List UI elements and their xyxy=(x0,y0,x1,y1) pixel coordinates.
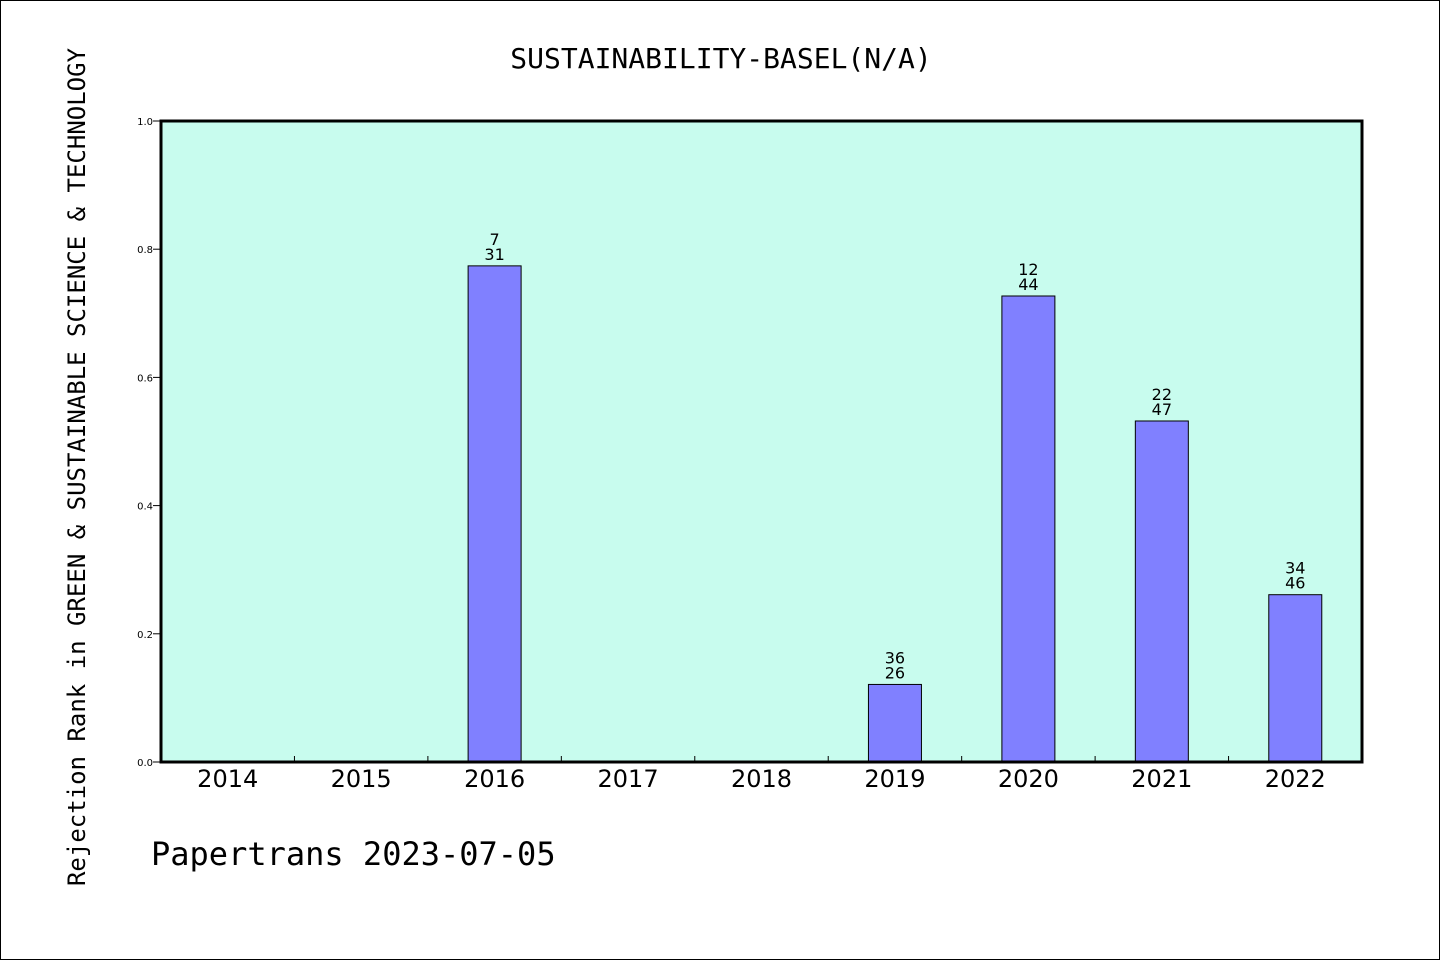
data-label-top: 36 xyxy=(885,648,905,667)
x-tick-label: 2014 xyxy=(197,765,258,793)
x-tick-label: 2021 xyxy=(1131,765,1192,793)
plot-border xyxy=(159,119,1364,764)
footer-text: Papertrans 2023-07-05 xyxy=(151,835,556,873)
bar-2021 xyxy=(1134,420,1189,763)
y-axis-ticks: 0.0 0.2 0.4 0.6 0.8 1.0 xyxy=(137,117,161,769)
data-label-bottom: 47 xyxy=(1152,400,1172,419)
y-tick-label: 0.6 xyxy=(137,373,153,384)
x-tick-label: 2022 xyxy=(1265,765,1326,793)
y-axis-label: Rejection Rank in GREEN & SUSTAINABLE SC… xyxy=(63,47,91,886)
bar-2020 xyxy=(1001,295,1056,763)
x-tick-label: 2015 xyxy=(331,765,392,793)
bar-2022 xyxy=(1268,594,1323,763)
data-label-bottom: 46 xyxy=(1285,574,1305,593)
data-label-bottom: 26 xyxy=(885,663,905,682)
data-label-bottom: 31 xyxy=(484,245,504,264)
x-tick-label: 2019 xyxy=(864,765,925,793)
chart-title: SUSTAINABILITY-BASEL(N/A) xyxy=(510,42,931,75)
bar-2019 xyxy=(867,683,922,763)
x-tick-label: 2018 xyxy=(731,765,792,793)
y-tick-label: 0.2 xyxy=(137,630,153,641)
x-axis-ticks: 2014 2015 2016 2017 2018 2019 2020 2021 2022 xyxy=(197,756,1326,793)
x-tick-label: 2016 xyxy=(464,765,525,793)
y-tick-label: 1.0 xyxy=(137,117,153,128)
y-tick-label: 0.0 xyxy=(137,758,153,769)
data-label-top: 12 xyxy=(1018,260,1038,279)
y-tick-label: 0.4 xyxy=(137,502,153,513)
x-tick-label: 2020 xyxy=(998,765,1059,793)
y-tick-label: 0.8 xyxy=(137,245,153,256)
bar-2016 xyxy=(467,265,522,763)
data-label-top: 22 xyxy=(1152,385,1172,404)
bars xyxy=(467,265,1323,763)
data-label-bottom: 44 xyxy=(1018,275,1038,294)
x-tick-label: 2017 xyxy=(598,765,659,793)
data-label-top: 7 xyxy=(490,230,500,249)
data-label-top: 34 xyxy=(1285,559,1305,578)
